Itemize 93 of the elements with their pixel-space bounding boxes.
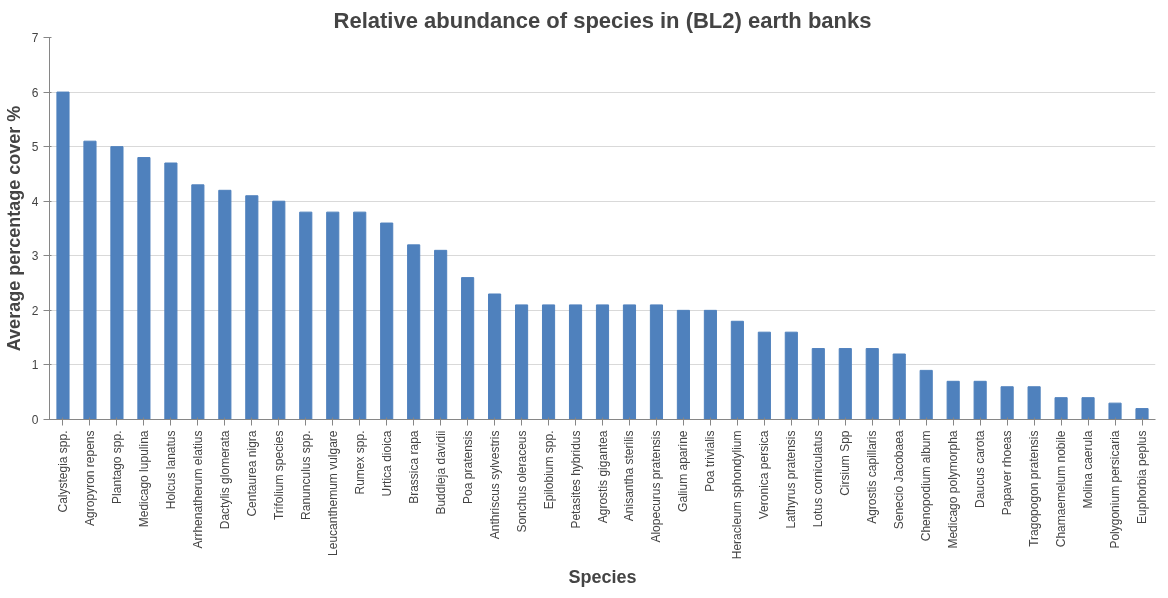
y-tick-label: 0 [31,413,39,427]
x-tick-label: Cirsium Spp [838,430,853,496]
x-tick-label: Brassica rapa [406,430,421,504]
x-tick-label: Medicago lupulina [136,430,151,528]
x-tick-label: Plantago spp. [109,430,124,504]
bar [299,211,313,420]
bar [218,189,232,420]
bar [1000,386,1014,420]
bar [811,348,825,420]
x-tick-label: Calystegia spp. [55,430,70,513]
bar [1135,408,1149,420]
y-tick-label: 2 [31,303,39,318]
bar [191,184,205,420]
bar [245,195,259,420]
x-tick-label: Centaurea nigra [244,430,259,517]
x-tick-label: Rumex spp. [352,430,367,495]
x-tick-label: Petasites hybridus [568,430,583,529]
x-tick-label: Senecio Jacobaea [892,430,907,530]
x-tick-label: Galium aparine [676,430,691,512]
x-tick-label: Anisantha sterilis [622,430,637,522]
x-tick-label: Urtica dioica [379,430,394,497]
x-tick-label: Agrostis capillaris [865,430,880,524]
x-tick-label: Papaver rhoeas [1000,430,1015,516]
bar [83,140,97,420]
x-tick-label: Leucanthemum vulgare [325,430,340,556]
x-tick-label: Buddleja davidii [433,430,448,515]
bar [488,293,502,420]
x-tick-label: Heracleum sphondylium [730,430,745,560]
bar [946,380,960,420]
x-axis-title: Species [568,567,637,588]
bar [272,200,286,420]
x-tick-label: Lotus corniculatus [811,430,826,528]
y-tick-label: 4 [31,194,39,209]
x-tick-label: Alopecurus pratensis [649,430,664,543]
bar [164,162,178,420]
y-axis-title: Average percentage cover % [3,105,24,352]
x-tick-label: Medicago polymorpha [946,430,961,549]
x-tick-label: Dactylis glomerata [217,430,232,530]
bar [838,348,852,420]
x-tick-label: Veronica persica [757,430,772,520]
x-tick-label: Chamaemelum nobile [1054,430,1069,548]
bar [326,211,340,420]
y-tick-label: 1 [31,358,39,373]
x-tick-label: Poa trivialis [703,430,718,492]
bar [380,222,394,420]
y-tick-label: 5 [31,140,39,155]
x-tick-label: Holcus lanatus [163,430,178,510]
x-tick-label: Daucus carota [973,430,988,508]
bar [1108,402,1122,420]
x-tick-label: Euphorbia peplus [1135,430,1150,524]
bar [407,244,421,420]
bar [515,304,529,420]
bar [892,353,906,420]
bar [973,380,987,420]
bar [568,304,583,420]
bar [353,211,367,420]
bar [434,249,448,420]
bar [703,309,717,420]
bar [461,277,475,420]
x-tick-label: Sonchus oleraceus [514,430,529,533]
x-tick-label: Poa pratensis [460,430,475,504]
y-tick-label: 6 [31,85,39,100]
bar [676,309,690,420]
y-tick-label: 3 [31,249,39,264]
bar [595,304,610,420]
x-tick-label: Ranunculus spp. [298,430,313,520]
bar [137,157,151,420]
x-tick-label: Polygonium persicaria [1108,430,1123,549]
x-tick-label: Trifolium species [271,430,286,521]
x-tick-label: Agropyron repens [82,430,97,526]
x-tick-label: Arrhenatherum elatius [190,430,205,549]
x-tick-label: Lathyrus pratensis [784,430,799,529]
bar [110,146,124,420]
bar [649,304,664,420]
bar [622,304,637,420]
x-tick-label: Epilobium spp. [541,430,556,510]
x-tick-label: Tragopogon pratensis [1027,430,1042,547]
x-tick-label: Anthriscus sylvestris [487,430,502,540]
bar [1054,397,1068,420]
bar [757,331,771,420]
chart-title: Relative abundance of species in (BL2) earth banks [333,7,872,33]
x-tick-label: Chenopodium album [919,430,934,542]
bar [1081,397,1095,420]
bar [730,320,744,420]
y-tick-label: 7 [31,31,39,45]
bar [919,369,933,420]
bar [784,331,798,420]
x-tick-label: Molina caerula [1081,430,1096,509]
bar [1027,386,1041,420]
bar [541,304,556,420]
x-tick-label: Agrostis gigantea [595,430,610,524]
bar [56,91,70,420]
bar [865,348,879,420]
